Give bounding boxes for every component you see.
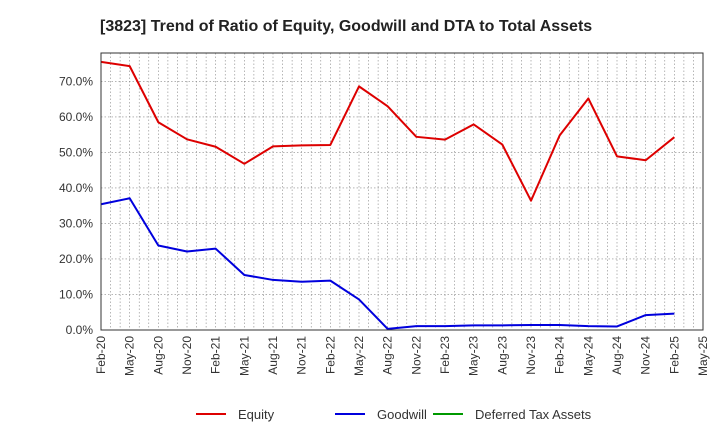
y-tick-label: 30.0%: [59, 216, 93, 230]
x-tick-label: Nov-24: [639, 336, 653, 375]
y-tick-label: 40.0%: [59, 181, 93, 195]
x-tick-label: May-23: [467, 336, 481, 376]
x-tick-label: Feb-20: [94, 336, 108, 374]
x-axis: Feb-20 May-20 Aug-20 Nov-20 Feb-21 May-21 Aug-…: [94, 336, 710, 376]
series-line-goodwill: [100, 197, 675, 330]
x-tick-label: Aug-20: [151, 336, 165, 375]
x-tick-label: Nov-20: [180, 336, 194, 375]
legend-label: Goodwill: [377, 407, 427, 422]
series-lines: [100, 60, 675, 330]
x-tick-label: May-22: [352, 336, 366, 376]
x-tick-label: May-20: [123, 336, 137, 376]
grid: [100, 53, 704, 331]
x-tick-label: Aug-23: [495, 336, 509, 375]
x-tick-label: Nov-21: [295, 336, 309, 375]
chart-title: [3823] Trend of Ratio of Equity, Goodwil…: [100, 18, 592, 35]
y-tick-label: 20.0%: [59, 252, 93, 266]
x-tick-label: Nov-23: [524, 336, 538, 375]
x-tick-label: Nov-22: [409, 336, 423, 375]
y-tick-label: 0.0%: [66, 323, 94, 337]
y-tick-label: 10.0%: [59, 287, 93, 301]
y-tick-label: 60.0%: [59, 110, 93, 124]
x-tick-label: Feb-23: [438, 336, 452, 374]
x-tick-label: Aug-22: [381, 336, 395, 375]
y-tick-label: 70.0%: [59, 74, 93, 88]
plot-frame: [100, 52, 704, 331]
x-tick-label: May-25: [696, 336, 710, 376]
x-tick-label: Feb-25: [667, 336, 681, 374]
x-tick-label: May-21: [237, 336, 251, 376]
y-axis: 0.0% 10.0% 20.0% 30.0% 40.0% 50.0% 60.0% 70.0%: [59, 74, 93, 337]
legend-label: Equity: [238, 407, 275, 422]
x-tick-label: Aug-24: [610, 336, 624, 375]
y-tick-label: 50.0%: [59, 145, 93, 159]
legend: Equity Goodwill Deferred Tax Assets: [196, 407, 592, 422]
x-tick-label: Aug-21: [266, 336, 280, 375]
legend-label: Deferred Tax Assets: [475, 407, 592, 422]
x-tick-label: May-24: [581, 336, 595, 376]
x-tick-label: Feb-21: [209, 336, 223, 374]
series-line-equity: [100, 60, 675, 202]
x-tick-label: Feb-22: [323, 336, 337, 374]
x-tick-label: Feb-24: [553, 336, 567, 374]
